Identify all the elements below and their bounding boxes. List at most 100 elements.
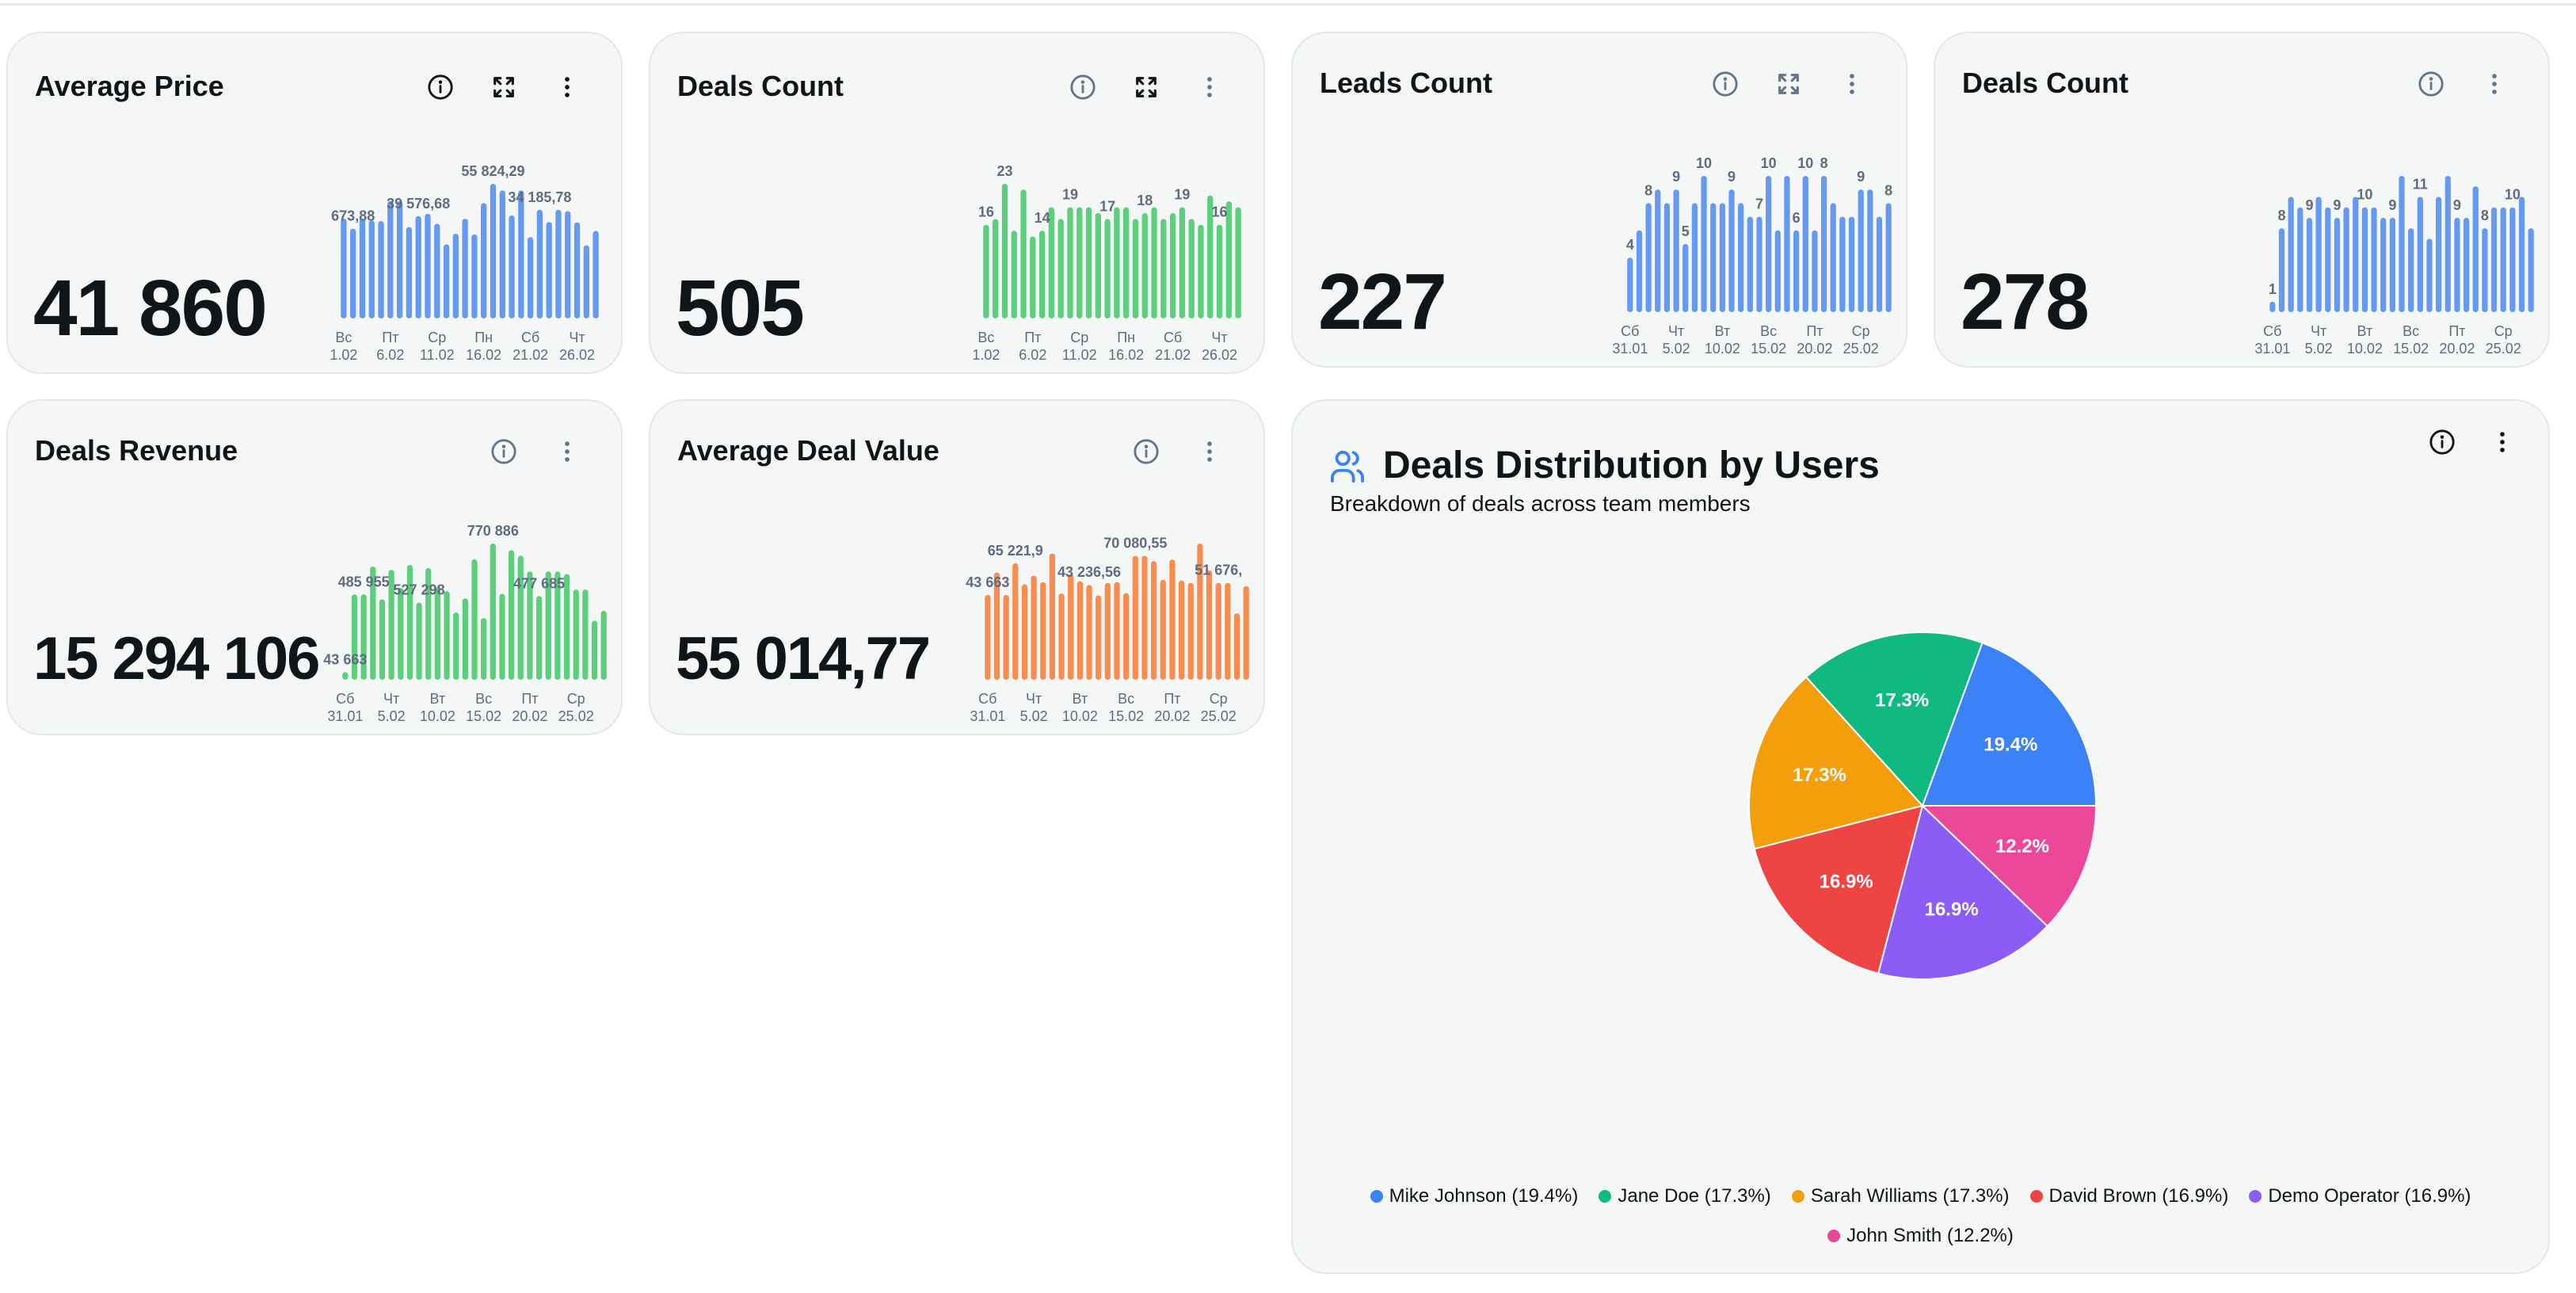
bar[interactable]	[1141, 555, 1148, 680]
bar[interactable]	[1049, 553, 1056, 680]
bar[interactable]	[555, 209, 562, 318]
bar[interactable]	[985, 594, 991, 680]
bar[interactable]	[2278, 228, 2285, 312]
bar[interactable]	[2482, 228, 2488, 312]
bar[interactable]	[1077, 207, 1083, 318]
bar[interactable]	[2353, 196, 2359, 312]
bar[interactable]	[443, 244, 450, 318]
bar[interactable]	[993, 572, 1000, 680]
bar[interactable]	[1077, 581, 1083, 680]
bar[interactable]	[1086, 585, 1092, 680]
bar[interactable]	[2528, 228, 2534, 312]
bar[interactable]	[1793, 230, 1800, 312]
bar[interactable]	[574, 222, 581, 318]
bar[interactable]	[1198, 224, 1204, 318]
bar[interactable]	[1719, 203, 1725, 312]
more-vertical-icon[interactable]	[1195, 437, 1224, 466]
bar[interactable]	[350, 228, 356, 318]
bar[interactable]	[2361, 207, 2368, 312]
expand-icon[interactable]	[1774, 70, 1803, 98]
legend-item[interactable]: John Smith (12.2%)	[1827, 1225, 2014, 1247]
bar[interactable]	[591, 620, 598, 680]
bar[interactable]	[983, 224, 989, 318]
bar[interactable]	[582, 589, 589, 680]
bar[interactable]	[481, 618, 487, 680]
bar[interactable]	[1243, 585, 1249, 680]
bar[interactable]	[1095, 212, 1101, 318]
bar[interactable]	[2343, 207, 2349, 312]
bar[interactable]	[1655, 189, 1661, 312]
pie-slice[interactable]	[1920, 805, 2098, 928]
bar[interactable]	[2454, 217, 2460, 312]
bar[interactable]	[1048, 207, 1055, 318]
more-vertical-icon[interactable]	[553, 73, 581, 101]
bar[interactable]	[499, 190, 505, 318]
bar[interactable]	[1151, 207, 1157, 318]
bar[interactable]	[2445, 176, 2451, 312]
bar[interactable]	[546, 222, 552, 318]
bar[interactable]	[379, 599, 386, 680]
expand-icon[interactable]	[490, 73, 518, 101]
bar[interactable]	[2399, 176, 2405, 312]
bar[interactable]	[1206, 570, 1213, 680]
bar[interactable]	[1235, 207, 1241, 318]
bar[interactable]	[2408, 228, 2414, 312]
bar[interactable]	[1225, 201, 1232, 318]
bar[interactable]	[1096, 595, 1102, 680]
bar[interactable]	[517, 555, 524, 680]
bar[interactable]	[1233, 613, 1240, 680]
bar[interactable]	[1123, 207, 1130, 318]
bar[interactable]	[2463, 217, 2470, 312]
bar[interactable]	[565, 211, 571, 318]
bar[interactable]	[388, 570, 394, 680]
bar[interactable]	[1011, 231, 1017, 318]
legend-item[interactable]: Demo Operator (16.9%)	[2249, 1185, 2471, 1207]
bar[interactable]	[545, 571, 551, 680]
bar[interactable]	[600, 610, 607, 680]
bar[interactable]	[1003, 594, 1009, 680]
bar[interactable]	[573, 589, 579, 680]
bar[interactable]	[1012, 563, 1019, 680]
bar[interactable]	[1141, 212, 1148, 318]
bar[interactable]	[434, 223, 440, 318]
more-vertical-icon[interactable]	[1195, 73, 1224, 101]
bar[interactable]	[342, 672, 349, 680]
bar[interactable]	[359, 219, 366, 318]
bar[interactable]	[1728, 189, 1735, 312]
pie-slice[interactable]	[1748, 676, 1924, 850]
bar[interactable]	[2297, 207, 2304, 312]
bar[interactable]	[1645, 203, 1652, 312]
bar[interactable]	[1663, 203, 1671, 312]
bar[interactable]	[406, 564, 413, 680]
bar[interactable]	[1058, 593, 1065, 680]
bar[interactable]	[1673, 189, 1679, 312]
bar[interactable]	[1179, 207, 1186, 318]
bar[interactable]	[490, 184, 497, 318]
bar[interactable]	[2380, 217, 2387, 312]
bar[interactable]	[1040, 582, 1046, 680]
bar[interactable]	[452, 233, 459, 318]
bar[interactable]	[360, 594, 367, 680]
bar[interactable]	[1160, 579, 1166, 680]
bar[interactable]	[1207, 195, 1214, 318]
pie-slice[interactable]	[1753, 804, 1924, 975]
bar[interactable]	[1784, 176, 1790, 312]
bar[interactable]	[499, 593, 505, 680]
bar[interactable]	[563, 574, 570, 680]
bar[interactable]	[1747, 216, 1753, 312]
legend-item[interactable]: Jane Doe (17.3%)	[1599, 1185, 1771, 1207]
bar[interactable]	[415, 216, 421, 318]
bar[interactable]	[1766, 176, 1772, 312]
bar[interactable]	[341, 219, 347, 318]
bar[interactable]	[1104, 582, 1111, 680]
info-icon[interactable]	[2428, 428, 2456, 456]
bar[interactable]	[1627, 257, 1633, 312]
bar[interactable]	[1020, 189, 1027, 318]
bar[interactable]	[425, 568, 432, 680]
bar[interactable]	[536, 209, 543, 318]
info-icon[interactable]	[2417, 70, 2445, 98]
bar[interactable]	[509, 550, 515, 680]
bar[interactable]	[471, 559, 478, 680]
bar[interactable]	[554, 571, 561, 680]
bar[interactable]	[1738, 203, 1744, 312]
